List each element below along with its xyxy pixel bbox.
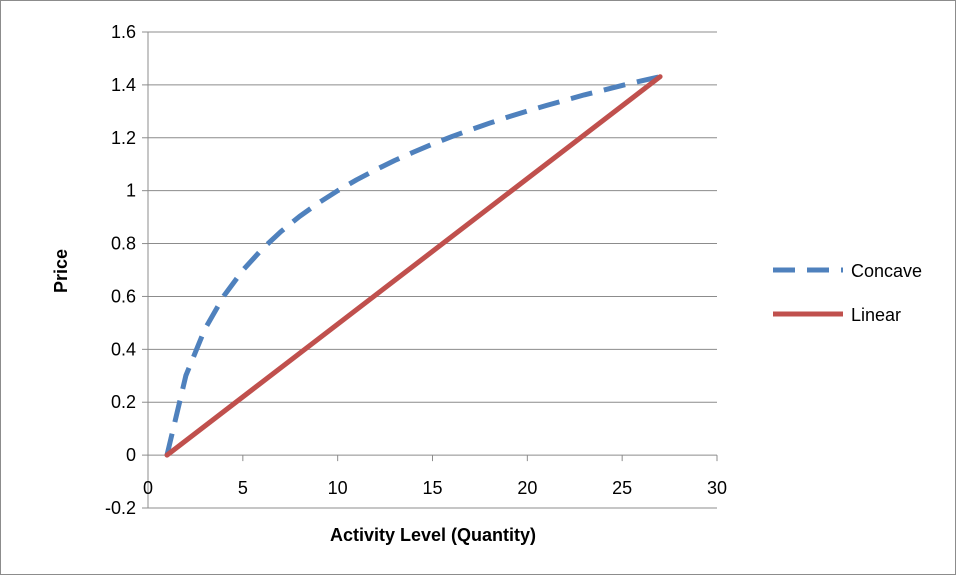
y-tick-label: 1: [126, 181, 136, 201]
x-tick-label: 5: [238, 478, 248, 498]
x-tick-label: 30: [707, 478, 727, 498]
legend-label-linear: Linear: [851, 305, 901, 325]
y-tick-label: 0.8: [111, 234, 136, 254]
series-line-concave: [164, 74, 661, 456]
y-tick-label: 0.4: [111, 339, 136, 359]
y-tick-labels: -0.2 0 0.2 0.4 0.6 0.8 1 1.2 1.4 1.6: [105, 22, 136, 518]
legend: Concave Linear: [773, 261, 922, 325]
x-tick-label: 0: [143, 478, 153, 498]
y-tick-label: 0: [126, 445, 136, 465]
legend-label-concave: Concave: [851, 261, 922, 281]
x-tick-label: 20: [517, 478, 537, 498]
x-tick-labels: 0 5 10 15 20 25 30: [143, 478, 727, 498]
y-tick-label: 1.2: [111, 128, 136, 148]
gridlines: [148, 31, 717, 509]
y-tick-label: 1.6: [111, 22, 136, 42]
plot-series: [164, 74, 663, 458]
series-line-linear: [164, 74, 663, 458]
x-tick-label: 25: [612, 478, 632, 498]
y-tick-label: 1.4: [111, 75, 136, 95]
y-tick-label: 0.2: [111, 392, 136, 412]
x-axis-title: Activity Level (Quantity): [330, 525, 536, 545]
x-tick-label: 10: [328, 478, 348, 498]
y-tick-label: 0.6: [111, 286, 136, 306]
axes: [142, 31, 718, 509]
y-axis-title: Price: [51, 249, 71, 293]
x-tick-label: 15: [422, 478, 442, 498]
y-tick-label: -0.2: [105, 498, 136, 518]
